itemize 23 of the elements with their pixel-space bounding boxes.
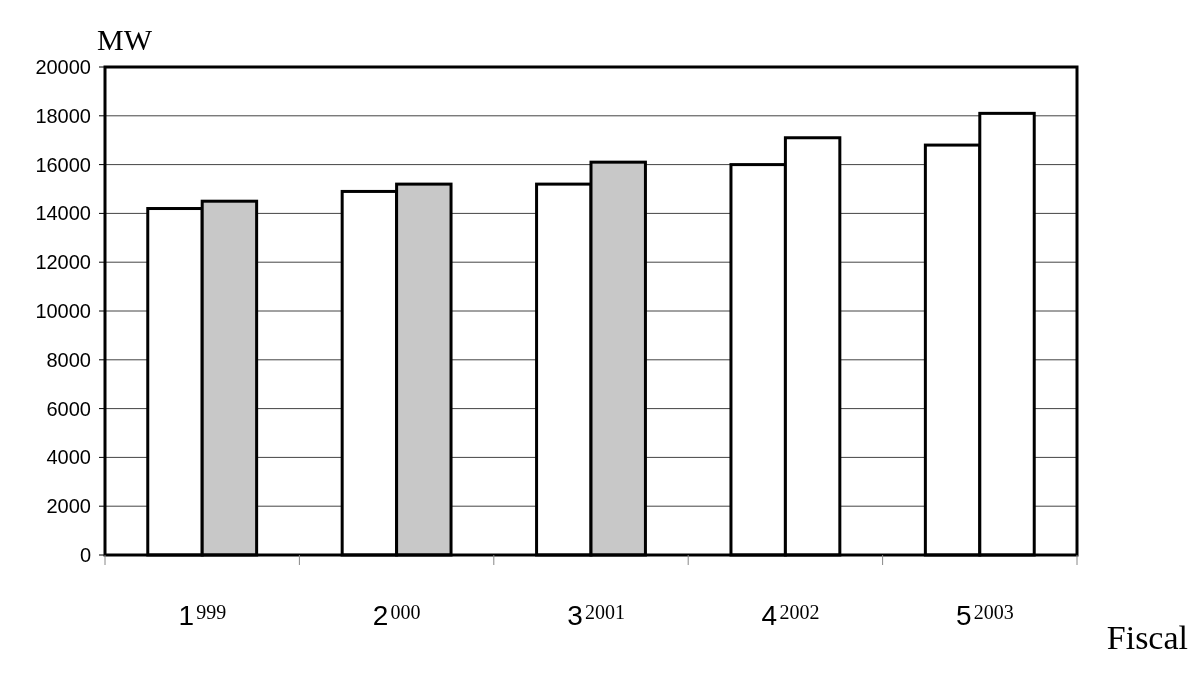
- text: 2003: [973, 601, 1014, 623]
- text: 000: [390, 601, 421, 623]
- text: 2001: [585, 601, 625, 623]
- y-tick-label: 20000: [35, 56, 91, 78]
- y-tick-label: 14000: [35, 202, 91, 225]
- y-tick-label: 18000: [35, 104, 91, 127]
- y-tick-label: 8000: [46, 348, 91, 371]
- x-tick-label: 3: [567, 600, 583, 631]
- y-tick-label: 12000: [35, 251, 91, 274]
- y-tick-label: 0: [79, 544, 91, 566]
- y-tick-label: 4000: [46, 446, 91, 469]
- text: 999: [196, 601, 227, 623]
- x-axis-title: Fiscal: [1106, 619, 1188, 656]
- x-tick-label: 5: [956, 600, 972, 631]
- x-tick-label: 1: [178, 600, 194, 631]
- x-tick-label: 2: [372, 600, 389, 631]
- y-axis-title: MW: [97, 23, 153, 56]
- y-tick-label: 2000: [46, 495, 91, 518]
- x-tick-label: 4: [761, 600, 778, 631]
- y-tick-label: 10000: [35, 300, 91, 322]
- y-tick-label: 16000: [35, 153, 91, 176]
- y-tick-label: 6000: [46, 397, 91, 420]
- text: 2002: [779, 601, 820, 623]
